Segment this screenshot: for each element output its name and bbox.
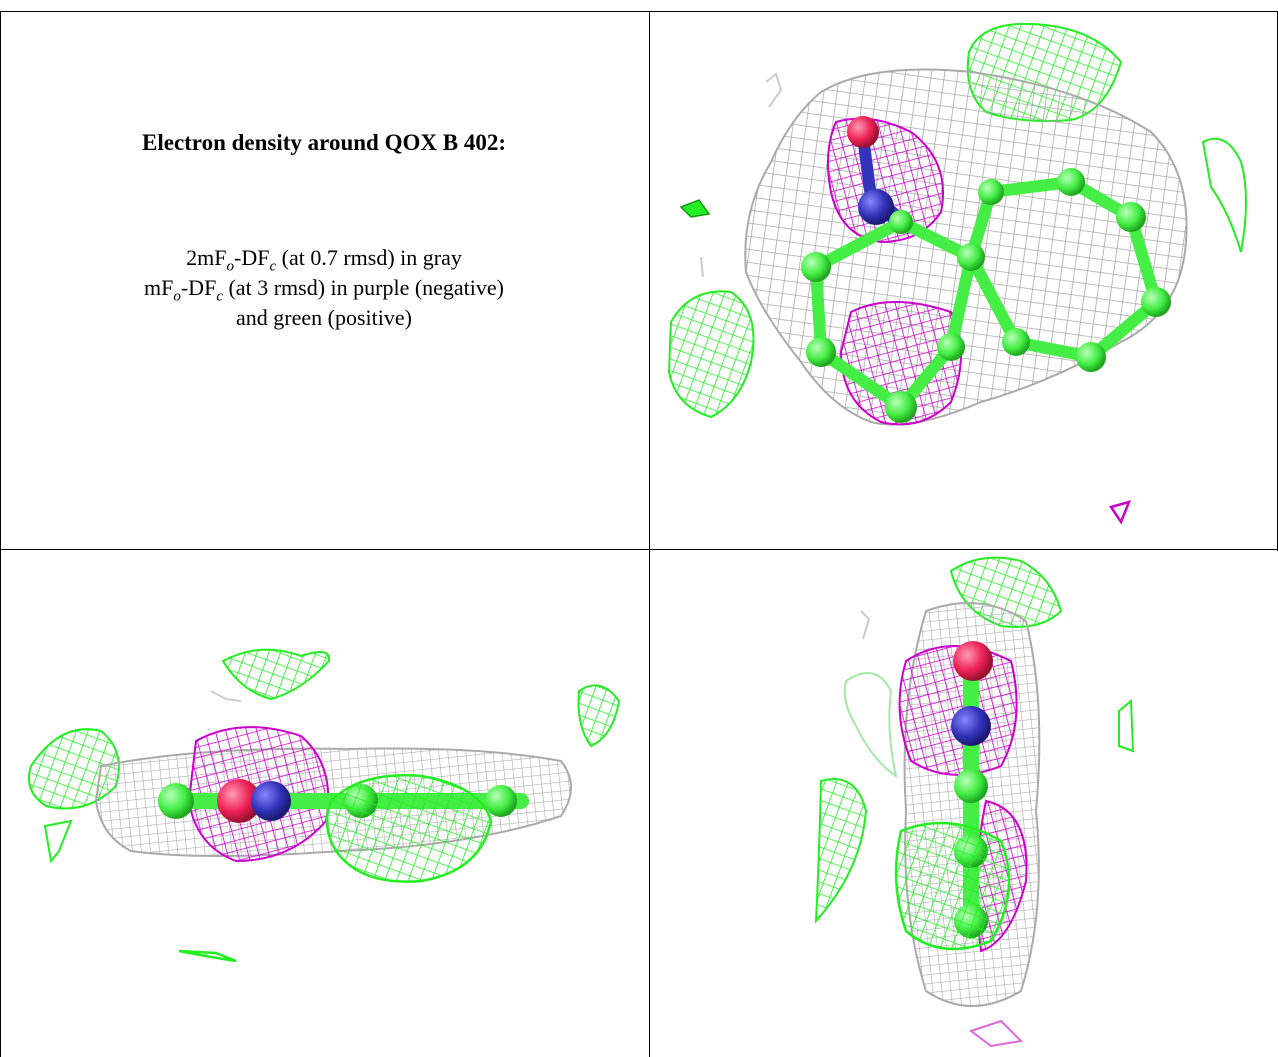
density-view-side [1,551,648,1056]
legend-line-gray: 2mFo-DFc (at 0.7 rmsd) in gray [186,245,462,275]
table-border-middle [0,549,1278,550]
nitrogen-atom [951,706,991,746]
density-view-top [651,12,1277,549]
oxygen-atom [953,641,993,681]
legend-line-positive: and green (positive) [236,305,412,330]
caption-panel: Electron density around QOX B 402: 2mFo-… [0,0,648,548]
nitrogen-atom [858,189,894,225]
density-view-end [651,551,1277,1056]
carbon-atoms [801,168,1171,423]
nitrogen-atom [251,781,291,821]
oxygen-atom [847,116,879,148]
table-border-left [0,11,1,1057]
legend-line-difference: mFo-DFc (at 3 rmsd) in purple (negative) [144,275,504,305]
table-border-center [649,11,650,1057]
oxygen-atom [217,779,261,823]
caption-legend: 2mFo-DFc (at 0.7 rmsd) in gray mFo-DFc (… [0,243,648,333]
caption-title: Electron density around QOX B 402: [142,130,506,155]
table-border-top [0,11,1278,12]
